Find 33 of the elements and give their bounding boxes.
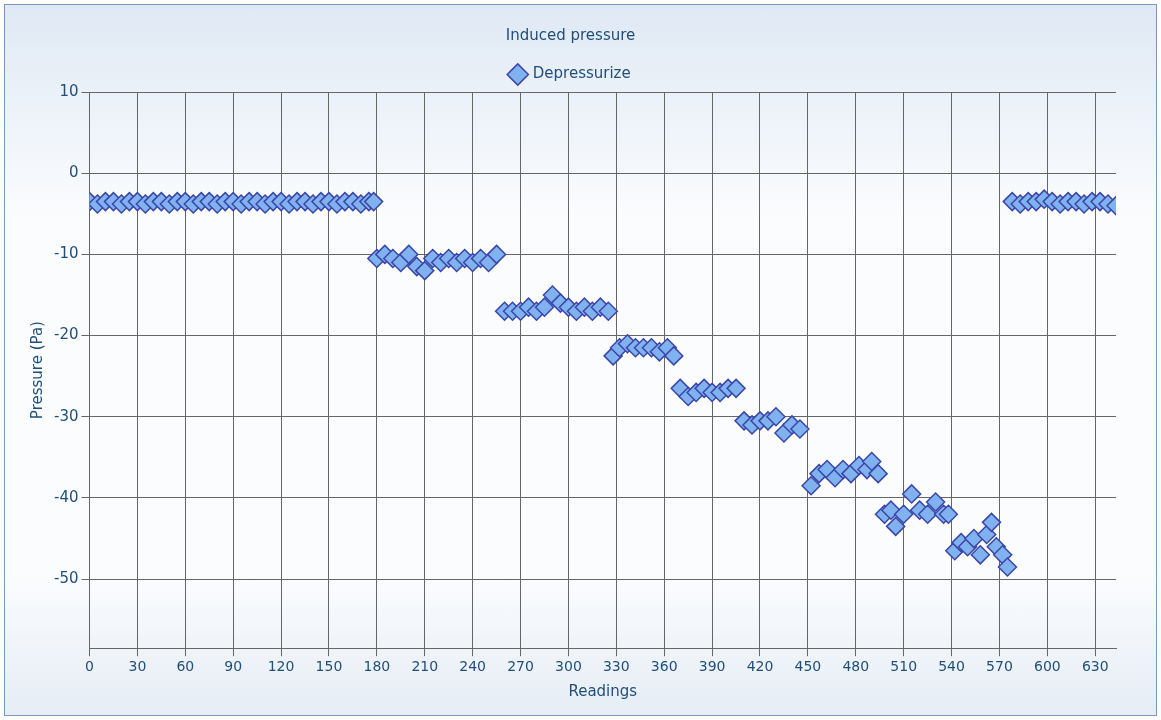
y-tick-label: 10 (59, 81, 79, 100)
x-tick-label: 210 (411, 658, 439, 675)
x-axis-title: Readings (568, 681, 638, 700)
x-tick-label: 390 (698, 658, 726, 675)
x-tick-label: 150 (315, 658, 343, 675)
x-tick-label: 120 (267, 658, 295, 675)
x-tick-label: 30 (128, 658, 147, 675)
x-tick-label: 270 (507, 658, 534, 675)
y-tick-label: 0 (68, 163, 79, 182)
y-tick-label: -40 (54, 487, 79, 506)
y-axis-title: Pressure (Pa) (27, 321, 46, 420)
legend-label: Depressurize (532, 64, 631, 83)
x-tick-label: 330 (602, 658, 630, 675)
x-tick-label: 450 (794, 658, 822, 675)
x-tick-label: 180 (363, 658, 391, 675)
y-tick-label: -50 (54, 569, 79, 588)
x-tick-label: 510 (890, 658, 918, 675)
y-tick-label: -10 (54, 244, 79, 263)
x-tick-label: 600 (1033, 658, 1061, 675)
x-tick-label: 630 (1081, 658, 1109, 675)
x-tick-label: 90 (224, 658, 243, 675)
y-tick-label: -30 (54, 406, 79, 425)
y-tick-label: -20 (54, 325, 79, 344)
chart-title: Induced pressure (505, 25, 636, 44)
x-tick-label: 0 (85, 658, 94, 675)
x-tick-label: 540 (938, 658, 965, 675)
x-tick-label: 60 (176, 658, 195, 675)
x-tick-label: 240 (459, 658, 487, 675)
x-tick-label: 480 (842, 658, 870, 675)
x-tick-label: 360 (650, 658, 678, 675)
x-tick-label: 570 (986, 658, 1013, 675)
x-tick-label: 420 (746, 658, 774, 675)
x-tick-label: 300 (555, 658, 582, 675)
